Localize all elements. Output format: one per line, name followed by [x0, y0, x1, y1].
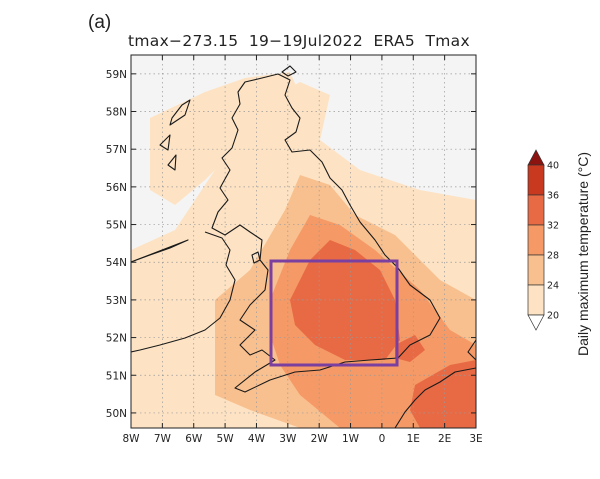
band-36-40	[290, 240, 400, 360]
lon-tick-label: 6W	[185, 433, 203, 445]
coast-benelux	[467, 339, 476, 361]
colorbar-tick-label: 36	[547, 191, 559, 202]
lat-tick-label: 54N	[106, 257, 127, 269]
colorbar-segment	[527, 194, 545, 226]
lat-tick-label: 58N	[106, 107, 127, 119]
colorbar-tick-label: 28	[547, 251, 559, 262]
colorbar-label: Daily maximum temperature (°C)	[575, 152, 591, 356]
band-24-28-north	[150, 72, 300, 205]
lat-tick-label: 52N	[106, 333, 127, 345]
lon-tick-label: 2W	[311, 433, 329, 445]
panel-label: (a)	[88, 12, 112, 33]
lon-tick-label: 3W	[279, 433, 297, 445]
coast-france	[394, 367, 476, 428]
lon-tick-label: 2E	[438, 433, 451, 445]
band-36-40-france	[410, 360, 476, 428]
lat-tick-label: 53N	[106, 295, 127, 307]
colorbar-extend-top	[527, 149, 545, 166]
lon-axis: 8W 7W 6W 5W 4W 3W 2W 1W 0 1E 2E 3E	[122, 55, 483, 445]
map-frame	[130, 54, 477, 429]
colorbar-tick-label: 24	[547, 281, 559, 292]
colorbar-extend-bottom	[527, 314, 545, 331]
coast-ireland	[131, 231, 236, 353]
lat-tick-label: 59N	[106, 69, 127, 81]
lat-tick-label: 57N	[106, 144, 127, 156]
colorbar-segment	[527, 224, 545, 256]
lat-tick-label: 50N	[106, 408, 127, 420]
coast-hebrides	[159, 99, 191, 171]
lat-tick-label: 56N	[106, 182, 127, 194]
coast-great-britain	[211, 73, 441, 393]
lon-tick-label: 1W	[342, 433, 360, 445]
coast-orkney	[281, 65, 297, 77]
lon-tick-label: 0	[379, 433, 386, 445]
lon-tick-label: 3E	[469, 433, 482, 445]
colorbar-segment	[527, 254, 545, 286]
map-title: tmax−273.15 19−19Jul2022 ERA5 Tmax	[128, 32, 470, 50]
colorbar-tick-label: 20	[547, 311, 559, 322]
lon-tick-label: 7W	[154, 433, 172, 445]
lon-tick-label: 8W	[122, 433, 140, 445]
study-region-box	[269, 259, 399, 367]
lon-tick-label: 4W	[248, 433, 266, 445]
lat-tick-label: 51N	[106, 370, 127, 382]
coastlines	[131, 65, 476, 428]
lon-tick-label: 1E	[407, 433, 420, 445]
colorbar-tick-label: 40	[547, 161, 559, 172]
colorbar-tick-label: 32	[547, 221, 559, 232]
lon-tick-label: 5W	[217, 433, 235, 445]
lat-axis: 59N 58N 57N 56N 55N 54N 53N 52N 51N 50N	[106, 69, 476, 420]
colorbar-segment	[527, 284, 545, 316]
colorbar-segment	[527, 164, 545, 196]
coast-isle-of-man	[251, 251, 261, 264]
lat-tick-label: 55N	[106, 220, 127, 232]
colorbar: 20 24 28 32 36 40	[527, 149, 559, 331]
